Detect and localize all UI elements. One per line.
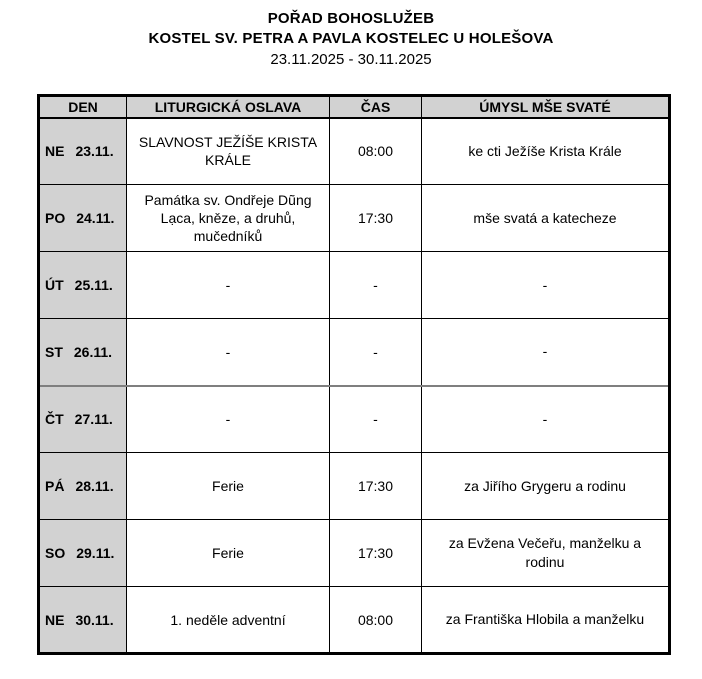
time-cell: 08:00 — [329, 117, 422, 185]
celebration-cell: Ferie — [126, 452, 330, 520]
day-cell: PÁ 28.11. — [38, 452, 127, 520]
day-date: 26.11. — [73, 343, 113, 360]
column-header-time: ČAS — [329, 95, 422, 119]
schedule-table: DEN LITURGICKÁ OSLAVA ČAS ÚMYSL MŠE SVAT… — [37, 94, 671, 655]
celebration-cell: - — [126, 251, 330, 319]
column-header-intention: ÚMYSL MŠE SVATÉ — [421, 95, 670, 119]
day-cell: PO 24.11. — [38, 184, 127, 252]
day-date: 29.11. — [76, 545, 115, 561]
day-date: 27.11. — [74, 411, 113, 428]
time-cell: 17:30 — [329, 452, 422, 520]
day-date: 25.11. — [74, 277, 113, 293]
document-header: POŘAD BOHOSLUŽEB KOSTEL SV. PETRA A PAVL… — [0, 0, 702, 70]
day-date: 23.11. — [75, 143, 114, 160]
intention-cell: mše svatá a katecheze — [421, 184, 670, 252]
intention-cell: za Evžena Večeřu, manželku a rodinu — [421, 519, 670, 587]
day-cell: ÚT 25.11. — [38, 251, 127, 319]
day-abbr: ÚT — [45, 277, 64, 293]
table-row: SO 29.11. Ferie 17:30 za Evžena Večeřu, m… — [38, 519, 670, 587]
day-cell: SO 29.11. — [38, 519, 127, 587]
table-row: ÚT 25.11. - - - — [38, 251, 670, 319]
day-abbr: NE — [45, 143, 65, 160]
celebration-cell: 1. neděle adventní — [126, 586, 330, 654]
column-header-celebration: LITURGICKÁ OSLAVA — [126, 95, 330, 119]
table-row: ČT 27.11. - - - — [38, 384, 670, 453]
intention-cell: ke cti Ježíše Krista Krále — [421, 117, 670, 185]
celebration-cell: Památka sv. Ondřeje Dũng Lạca, kněze, a … — [126, 184, 330, 252]
table-header: DEN LITURGICKÁ OSLAVA ČAS ÚMYSL MŠE SVAT… — [38, 95, 670, 119]
celebration-cell: - — [126, 318, 330, 386]
page-title: POŘAD BOHOSLUŽEB — [267, 10, 435, 27]
celebration-cell: Ferie — [126, 519, 330, 587]
table-row: NE 23.11. SLAVNOST JEŽÍŠE KRISTA KRÁLE 08… — [38, 117, 670, 185]
time-cell: - — [329, 318, 422, 386]
page-subtitle: KOSTEL SV. PETRA A PAVLA KOSTELEC U HOLE… — [148, 30, 554, 47]
intention-cell: - — [421, 318, 670, 386]
table-row: PO 24.11. Památka sv. Ondřeje Dũng Lạca, … — [38, 184, 670, 252]
day-cell: ST 26.11. — [38, 318, 127, 386]
day-abbr: NE — [45, 611, 65, 628]
intention-cell: za Jiřího Grygeru a rodinu — [421, 452, 670, 520]
time-cell: - — [329, 384, 422, 453]
day-cell: NE 23.11. — [38, 117, 127, 185]
time-cell: 17:30 — [329, 519, 422, 587]
day-abbr: PÁ — [45, 478, 65, 494]
celebration-cell: - — [126, 384, 330, 453]
table-row: PÁ 28.11. Ferie 17:30 za Jiřího Grygeru a… — [38, 452, 670, 520]
table-row: ST 26.11. - - - — [38, 318, 670, 386]
time-cell: 08:00 — [329, 586, 422, 654]
date-range: 23.11.2025 - 30.11.2025 — [270, 51, 432, 68]
day-abbr: SO — [45, 545, 66, 561]
time-cell: 17:30 — [329, 184, 422, 252]
day-date: 30.11. — [75, 611, 114, 628]
day-date: 24.11. — [76, 210, 115, 226]
intention-cell: - — [421, 251, 670, 319]
day-cell: NE 30.11. — [38, 586, 127, 654]
column-header-den: DEN — [38, 95, 127, 119]
day-abbr: ST — [45, 343, 63, 360]
table-header-row: DEN LITURGICKÁ OSLAVA ČAS ÚMYSL MŠE SVAT… — [38, 95, 670, 119]
table-row: NE 30.11. 1. neděle adventní 08:00 za Fra… — [38, 586, 670, 654]
celebration-cell: SLAVNOST JEŽÍŠE KRISTA KRÁLE — [126, 117, 330, 185]
day-cell: ČT 27.11. — [38, 384, 127, 453]
intention-cell: - — [421, 384, 670, 453]
day-abbr: PO — [45, 210, 66, 226]
time-cell: - — [329, 251, 422, 319]
table-body: NE 23.11. SLAVNOST JEŽÍŠE KRISTA KRÁLE 08… — [38, 117, 670, 654]
day-date: 28.11. — [75, 478, 114, 494]
day-abbr: ČT — [45, 411, 64, 428]
intention-cell: za Františka Hlobila a manželku — [421, 586, 670, 654]
